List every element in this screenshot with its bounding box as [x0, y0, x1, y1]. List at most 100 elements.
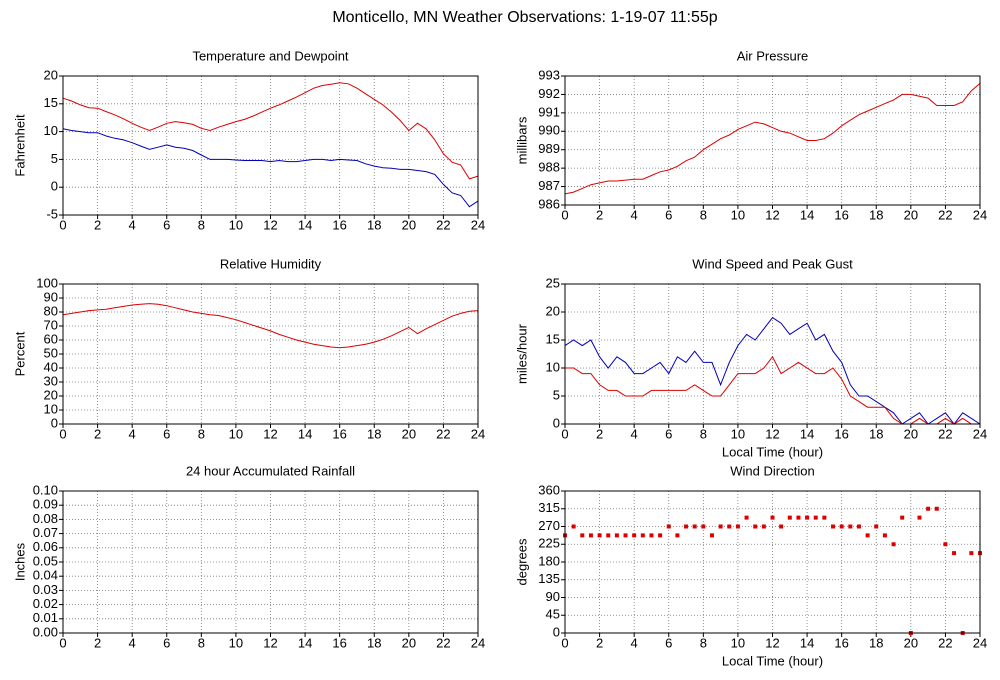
data-point [917, 515, 922, 520]
data-point [727, 524, 732, 529]
x-tick-label: 22 [436, 217, 450, 232]
chart-title: Wind Speed and Peak Gust [692, 256, 853, 271]
x-tick-label: 6 [665, 207, 672, 222]
x-tick-label: 10 [229, 426, 243, 441]
x-tick-label: 6 [163, 217, 170, 232]
data-point [839, 524, 844, 529]
y-tick-label: 991 [538, 104, 560, 119]
data-point [735, 524, 740, 529]
y-tick-label: 135 [538, 571, 560, 586]
y-tick-label: 0.08 [33, 511, 58, 526]
data-point [588, 533, 593, 538]
x-tick-label: 2 [596, 207, 603, 222]
x-tick-label: 4 [129, 217, 136, 232]
data-point [813, 515, 818, 520]
x-tick-label: 24 [471, 426, 485, 441]
data-point [675, 533, 680, 538]
data-point [779, 524, 784, 529]
data-point [952, 551, 957, 556]
data-point [891, 542, 896, 547]
x-tick-label: 16 [834, 635, 848, 650]
y-tick-label: 0.02 [33, 596, 58, 611]
x-tick-label: 24 [973, 635, 987, 650]
data-point [744, 515, 749, 520]
data-point [770, 515, 775, 520]
y-tick-label: 0.09 [33, 497, 58, 512]
y-axis-label: degrees [514, 538, 529, 585]
x-tick-label: 18 [869, 635, 883, 650]
x-tick-label: 22 [938, 207, 952, 222]
x-tick-label: 10 [731, 207, 745, 222]
chart-title: Air Pressure [737, 48, 809, 63]
data-point [934, 506, 939, 511]
x-tick-label: 14 [298, 217, 312, 232]
x-tick-label: 4 [129, 635, 136, 650]
x-tick-label: 2 [94, 426, 101, 441]
data-point [969, 551, 974, 556]
x-tick-label: 20 [904, 207, 918, 222]
x-tick-label: 12 [263, 217, 277, 232]
data-point [571, 524, 576, 529]
data-point [796, 515, 801, 520]
x-tick-label: 12 [263, 426, 277, 441]
y-tick-label: 10 [44, 401, 58, 416]
data-line [564, 316, 981, 425]
y-tick-label: 0.01 [33, 610, 58, 625]
y-axis-label: Fahrenheit [12, 114, 27, 177]
chart-title: 24 hour Accumulated Rainfall [186, 463, 355, 478]
x-tick-label: 4 [129, 426, 136, 441]
x-tick-label: 12 [263, 635, 277, 650]
y-tick-label: 315 [538, 500, 560, 515]
x-tick-label: 4 [631, 207, 638, 222]
y-tick-label: 10 [546, 359, 560, 374]
x-tick-label: 10 [229, 217, 243, 232]
data-point [900, 515, 905, 520]
x-tick-label: 0 [59, 217, 66, 232]
chart-title: Wind Direction [730, 463, 815, 478]
x-tick-label: 20 [904, 635, 918, 650]
x-tick-label: 22 [938, 426, 952, 441]
x-tick-label: 0 [561, 635, 568, 650]
x-tick-label: 20 [402, 217, 416, 232]
y-tick-label: 0.07 [33, 525, 58, 540]
y-axis-label: Percent [12, 331, 27, 376]
y-tick-label: 20 [44, 67, 58, 82]
plot-frame [62, 75, 479, 216]
x-tick-label: 24 [471, 217, 485, 232]
data-point [848, 524, 853, 529]
y-tick-label: 90 [44, 289, 58, 304]
x-tick-label: 14 [298, 426, 312, 441]
y-tick-label: 20 [546, 303, 560, 318]
data-point [761, 524, 766, 529]
y-tick-label: 100 [36, 275, 58, 290]
y-tick-label: 0.04 [33, 568, 58, 583]
data-line [62, 82, 479, 180]
y-tick-label: 0.10 [33, 482, 58, 497]
x-tick-label: 22 [436, 635, 450, 650]
y-tick-label: 60 [44, 331, 58, 346]
data-point [831, 524, 836, 529]
x-tick-label: 14 [298, 635, 312, 650]
y-tick-label: 0 [553, 415, 560, 430]
data-point [943, 542, 948, 547]
x-tick-label: 10 [229, 635, 243, 650]
data-point [632, 533, 637, 538]
x-tick-label: 16 [834, 426, 848, 441]
data-point [597, 533, 602, 538]
data-point [684, 524, 689, 529]
y-tick-label: 40 [44, 359, 58, 374]
x-tick-label: 6 [163, 635, 170, 650]
data-point [856, 524, 861, 529]
data-point [865, 533, 870, 538]
x-tick-label: 16 [332, 217, 346, 232]
y-axis-label: miles/hour [514, 323, 529, 384]
x-axis-label: Local Time (hour) [722, 653, 823, 668]
x-tick-label: 18 [367, 217, 381, 232]
x-tick-label: 6 [665, 635, 672, 650]
y-tick-label: 0.00 [33, 624, 58, 639]
y-tick-label: 225 [538, 536, 560, 551]
x-tick-label: 12 [765, 635, 779, 650]
x-tick-label: 20 [904, 426, 918, 441]
x-tick-label: 0 [561, 426, 568, 441]
data-point [640, 533, 645, 538]
